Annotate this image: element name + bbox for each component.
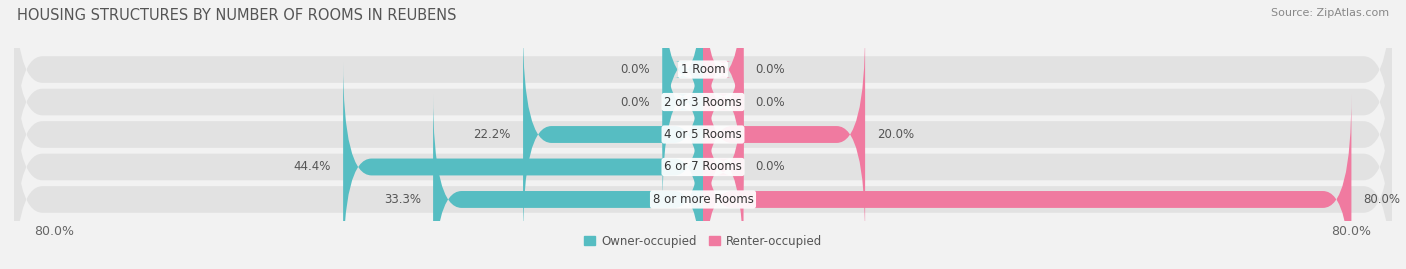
FancyBboxPatch shape	[343, 62, 703, 269]
FancyBboxPatch shape	[662, 0, 703, 207]
FancyBboxPatch shape	[14, 0, 1392, 170]
FancyBboxPatch shape	[14, 67, 1392, 267]
FancyBboxPatch shape	[703, 0, 744, 175]
FancyBboxPatch shape	[14, 2, 1392, 202]
FancyBboxPatch shape	[433, 94, 703, 269]
FancyBboxPatch shape	[523, 29, 703, 240]
Legend: Owner-occupied, Renter-occupied: Owner-occupied, Renter-occupied	[579, 230, 827, 253]
Text: 33.3%: 33.3%	[384, 193, 420, 206]
Text: 80.0%: 80.0%	[1364, 193, 1400, 206]
Text: 22.2%: 22.2%	[474, 128, 510, 141]
Text: 0.0%: 0.0%	[620, 95, 651, 108]
FancyBboxPatch shape	[703, 94, 1351, 269]
Text: 20.0%: 20.0%	[877, 128, 914, 141]
Text: 2 or 3 Rooms: 2 or 3 Rooms	[664, 95, 742, 108]
Text: 4 or 5 Rooms: 4 or 5 Rooms	[664, 128, 742, 141]
Text: 44.4%: 44.4%	[294, 161, 330, 174]
FancyBboxPatch shape	[703, 29, 865, 240]
Text: 0.0%: 0.0%	[755, 63, 786, 76]
Text: 8 or more Rooms: 8 or more Rooms	[652, 193, 754, 206]
Text: HOUSING STRUCTURES BY NUMBER OF ROOMS IN REUBENS: HOUSING STRUCTURES BY NUMBER OF ROOMS IN…	[17, 8, 457, 23]
FancyBboxPatch shape	[662, 0, 703, 175]
Text: 0.0%: 0.0%	[755, 161, 786, 174]
FancyBboxPatch shape	[703, 0, 744, 207]
FancyBboxPatch shape	[703, 62, 744, 269]
FancyBboxPatch shape	[14, 34, 1392, 235]
Text: Source: ZipAtlas.com: Source: ZipAtlas.com	[1271, 8, 1389, 18]
Text: 0.0%: 0.0%	[620, 63, 651, 76]
Text: 6 or 7 Rooms: 6 or 7 Rooms	[664, 161, 742, 174]
Text: 1 Room: 1 Room	[681, 63, 725, 76]
Text: 0.0%: 0.0%	[755, 95, 786, 108]
FancyBboxPatch shape	[14, 99, 1392, 269]
